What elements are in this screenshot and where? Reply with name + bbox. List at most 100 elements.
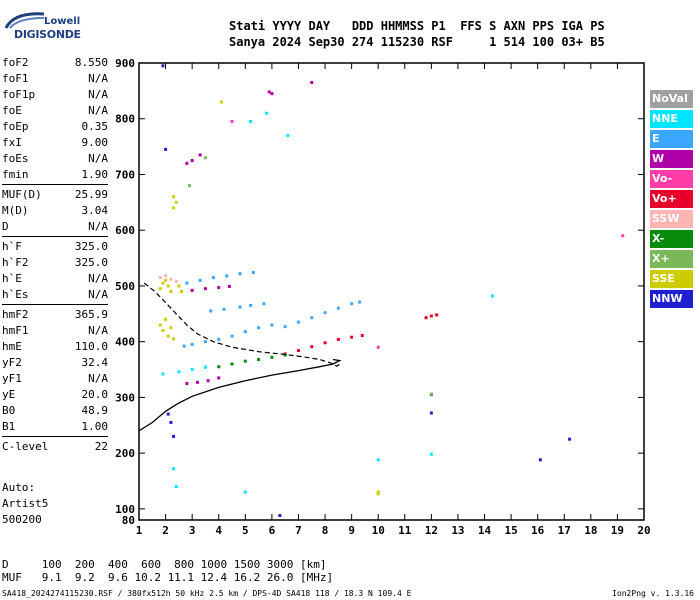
trace-point — [219, 100, 223, 104]
trace-point — [203, 365, 207, 369]
trace-point — [166, 412, 170, 416]
param-row: foF2 8.550 — [2, 55, 108, 71]
trace-point — [203, 340, 207, 344]
trace-w — [190, 284, 231, 292]
param-key: foF1 — [2, 72, 29, 85]
x-tick-label: 7 — [295, 524, 302, 537]
footer-version: Ion2Png v. 1.3.16 — [612, 589, 694, 598]
trace-point — [227, 284, 231, 288]
trace-point — [225, 274, 229, 278]
trace-x- — [217, 353, 287, 369]
param-row: C-level 22 — [2, 439, 108, 455]
trace-point — [296, 349, 300, 353]
trace-sse — [158, 278, 184, 341]
param-key: h`F2 — [2, 256, 29, 269]
param-row: M(D) 3.04 — [2, 203, 108, 219]
trace-point — [376, 345, 380, 349]
param-value: 110.0 — [74, 340, 108, 353]
trace-point — [206, 379, 210, 383]
trace-point — [350, 335, 354, 339]
param-value: N/A — [88, 324, 108, 337]
trace-point — [243, 359, 247, 363]
trace-point — [323, 341, 327, 345]
trace-point — [174, 279, 178, 283]
legend-item-ssw: SSW — [650, 210, 693, 228]
muf-distance-table: D 100 200 400 600 800 1000 1500 3000 [km… — [2, 558, 333, 584]
param-key: hmF1 — [2, 324, 29, 337]
param-value: N/A — [88, 152, 108, 165]
trace-sse — [172, 100, 380, 496]
trace-point — [161, 64, 165, 68]
trace-point — [188, 184, 191, 188]
x-tick-label: 14 — [478, 524, 492, 537]
trace-point — [190, 159, 194, 163]
param-row: foEs N/A — [2, 151, 108, 167]
y-tick-label: 700 — [115, 168, 135, 181]
trace-point — [161, 372, 165, 376]
trace-point — [161, 329, 165, 333]
trace-w — [185, 81, 314, 165]
param-key: yF2 — [2, 356, 22, 369]
param-row: yF1 N/A — [2, 371, 108, 387]
trace-point — [169, 277, 173, 281]
profile-solid-line — [138, 358, 342, 432]
x-tick-label: 20 — [637, 524, 650, 537]
trace-point — [376, 458, 380, 462]
x-tick-label: 10 — [372, 524, 385, 537]
trace-point — [251, 271, 255, 275]
param-separator — [2, 304, 108, 305]
param-key: h`Es — [2, 288, 29, 301]
x-tick-label: 17 — [558, 524, 571, 537]
trace-point — [230, 120, 234, 124]
param-row: foE N/A — [2, 103, 108, 119]
legend-item-nnw: NNW — [650, 290, 693, 308]
trace-point — [161, 281, 165, 285]
trace-point — [222, 307, 226, 311]
trace-point — [350, 302, 354, 306]
trace-point — [182, 344, 186, 348]
trace-point — [172, 337, 176, 341]
x-tick-label: 11 — [398, 524, 412, 537]
trace-point — [195, 380, 199, 384]
trace-point — [185, 161, 189, 165]
trace-point — [172, 195, 176, 199]
trace-point — [257, 357, 261, 361]
trace-point — [166, 284, 170, 288]
trace-point — [164, 147, 168, 151]
trace-point — [429, 452, 433, 456]
param-row: MUF(D) 25.99 — [2, 187, 108, 203]
trace-point — [190, 288, 194, 292]
x-tick-label: 3 — [189, 524, 196, 537]
trace-point — [169, 420, 173, 424]
param-key: B0 — [2, 404, 16, 417]
trace-point — [174, 485, 178, 489]
trace-e — [283, 300, 362, 329]
trace-point — [174, 200, 178, 204]
legend-item-vo-: Vo- — [650, 170, 693, 188]
param-key: hmE — [2, 340, 22, 353]
param-key: fmin — [2, 168, 29, 181]
param-key: D — [2, 220, 9, 233]
param-value: 1.00 — [81, 420, 109, 433]
param-value: N/A — [88, 88, 108, 101]
param-value: 9.00 — [81, 136, 109, 149]
y-tick-label: 300 — [115, 391, 135, 404]
param-separator — [2, 436, 108, 437]
trace-point — [172, 206, 176, 210]
trace-point — [286, 133, 290, 137]
trace-vo- — [424, 313, 439, 320]
trace-point — [177, 370, 181, 374]
trace-point — [568, 437, 572, 441]
trace-nne — [172, 111, 494, 494]
trace-point — [270, 92, 274, 96]
y-tick-label: 600 — [115, 224, 135, 237]
trace-point — [203, 287, 207, 291]
param-value: 25.99 — [74, 188, 108, 201]
param-row: h`F2 325.0 — [2, 255, 108, 271]
trace-point — [217, 365, 221, 369]
trace-ssw — [158, 274, 178, 283]
legend-item-x-: X- — [650, 230, 693, 248]
trace-point — [538, 458, 542, 462]
x-tick-label: 19 — [611, 524, 624, 537]
